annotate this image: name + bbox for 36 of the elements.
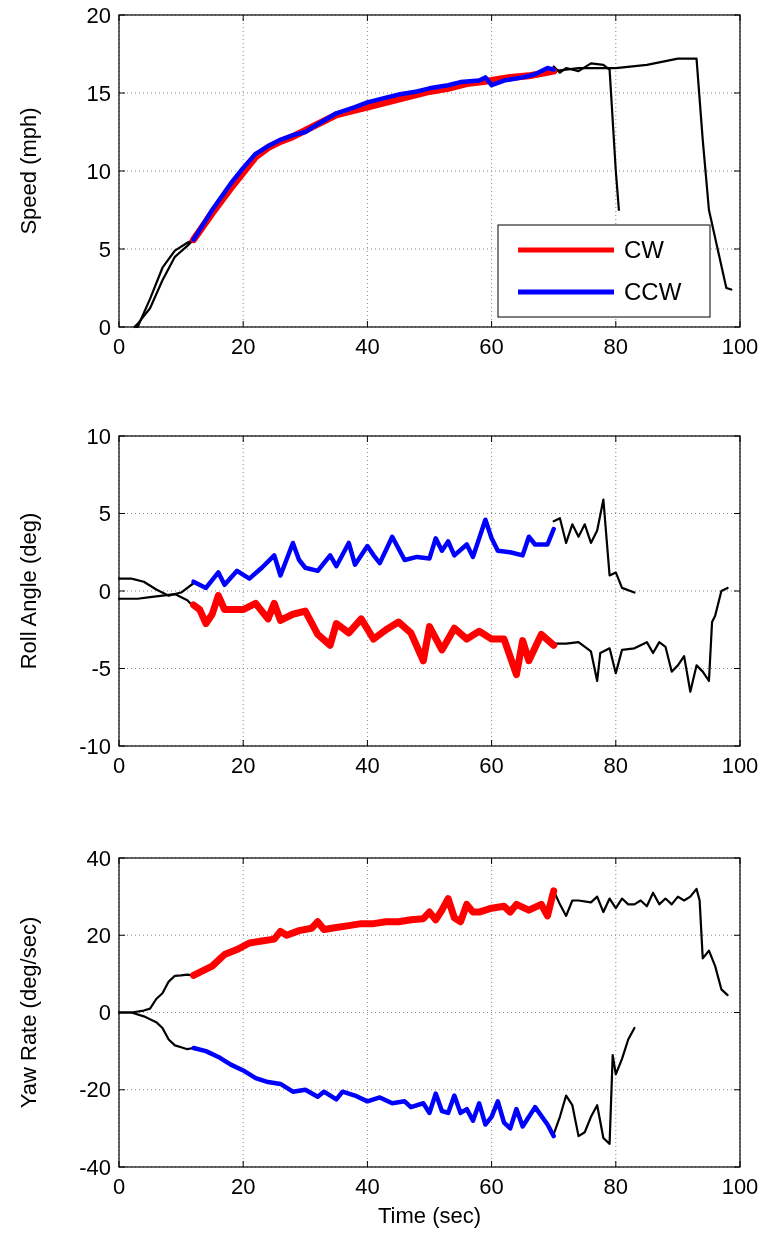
y-tick-label: 10 <box>86 423 111 449</box>
y-axis-title: Yaw Rate (deg/sec) <box>16 916 41 1109</box>
x-tick-label: 40 <box>355 753 380 778</box>
y-tick-label: 40 <box>86 845 111 871</box>
y-tick-label: 10 <box>86 158 111 184</box>
y-tick-label: 20 <box>86 922 111 948</box>
legend-label: CCW <box>624 278 682 306</box>
legend-label: CW <box>624 236 665 264</box>
y-tick-label: -20 <box>79 1077 111 1103</box>
x-tick-label: 20 <box>230 334 256 359</box>
y-axis-title: Speed (mph) <box>16 107 41 235</box>
y-tick-label: -5 <box>91 656 111 682</box>
x-tick-label: 60 <box>479 753 504 778</box>
y-tick-label: 15 <box>86 80 111 106</box>
x-tick-label: 20 <box>230 1174 256 1199</box>
x-tick-label: 60 <box>479 334 504 359</box>
y-tick-label: -10 <box>79 733 111 759</box>
x-tick-label: 100 <box>721 753 759 778</box>
y-tick-label: 0 <box>98 1000 111 1026</box>
y-tick-label: 20 <box>86 2 111 28</box>
x-axis-title: Time (sec) <box>377 1203 482 1228</box>
x-tick-label: 60 <box>479 1174 504 1199</box>
x-tick-label: 100 <box>721 1174 759 1199</box>
x-tick-label: 100 <box>721 334 759 359</box>
x-tick-label: 80 <box>603 1174 629 1199</box>
x-tick-label: 40 <box>355 334 380 359</box>
y-tick-label: 5 <box>98 236 111 262</box>
y-axis-title: Roll Angle (deg) <box>16 512 41 670</box>
y-tick-label: 5 <box>98 501 111 527</box>
y-tick-label: 0 <box>98 314 111 340</box>
x-tick-label: 40 <box>355 1174 380 1199</box>
x-tick-label: 80 <box>603 753 629 778</box>
y-tick-label: -40 <box>79 1154 111 1180</box>
x-tick-label: 20 <box>230 753 256 778</box>
x-tick-label: 80 <box>603 334 629 359</box>
y-tick-label: 0 <box>98 578 111 604</box>
